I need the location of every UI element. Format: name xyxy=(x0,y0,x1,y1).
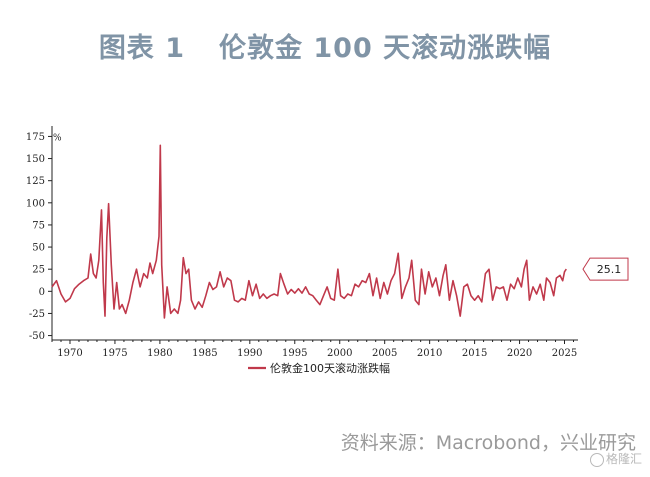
x-tick-label: 2025 xyxy=(552,348,577,359)
y-tick-label: 125 xyxy=(26,176,45,187)
y-ticks: 175 150 125 100 75 50 25 0 -25 -50 xyxy=(26,132,52,342)
figure-number: 图表 1 xyxy=(98,33,185,64)
x-tick-label: 2005 xyxy=(372,348,397,359)
y-tick-label: -25 xyxy=(29,309,45,320)
y-tick-label: -50 xyxy=(29,331,45,342)
source-note: 资料来源：Macrobond，兴业研究 xyxy=(340,432,636,454)
legend-label: 伦敦金100天滚动涨跌幅 xyxy=(270,361,390,375)
x-tick-label: 1995 xyxy=(282,348,307,359)
watermark-text: 格隆汇 xyxy=(605,452,642,466)
x-tick-label: 1980 xyxy=(147,348,172,359)
x-tick-label: 1990 xyxy=(237,348,262,359)
y-tick-label: 175 xyxy=(26,132,45,143)
figure-title: 图表 1 伦敦金 100 天滚动涨跌幅 xyxy=(0,26,650,65)
x-tick-label: 1970 xyxy=(57,348,82,359)
last-value-label: 25.1 xyxy=(597,263,622,276)
figure-title-text: 伦敦金 100 天滚动涨跌幅 xyxy=(219,33,552,64)
y-tick-label: 25 xyxy=(32,265,45,276)
x-tick-label: 1985 xyxy=(192,348,217,359)
x-tick-label: 2010 xyxy=(417,348,442,359)
y-tick-label: 50 xyxy=(32,243,45,254)
x-tick-label: 1975 xyxy=(102,348,127,359)
watermark: 格隆汇 xyxy=(589,450,642,467)
last-value-callout xyxy=(582,257,629,281)
x-ticks: 1970 1975 1980 1985 1990 1995 2000 2005 2010 2015… xyxy=(51,340,577,359)
y-tick-label: 75 xyxy=(32,220,45,231)
x-tick-label: 2000 xyxy=(327,348,352,359)
x-tick-label: 2015 xyxy=(462,348,487,359)
y-tick-label: 150 xyxy=(26,154,45,165)
x-tick-label: 2020 xyxy=(507,348,532,359)
y-tick-label: 0 xyxy=(39,287,45,298)
watermark-logo-icon xyxy=(589,452,604,467)
y-tick-label: 100 xyxy=(26,198,45,209)
series-line xyxy=(51,144,567,319)
y-unit-label: % xyxy=(53,133,62,143)
